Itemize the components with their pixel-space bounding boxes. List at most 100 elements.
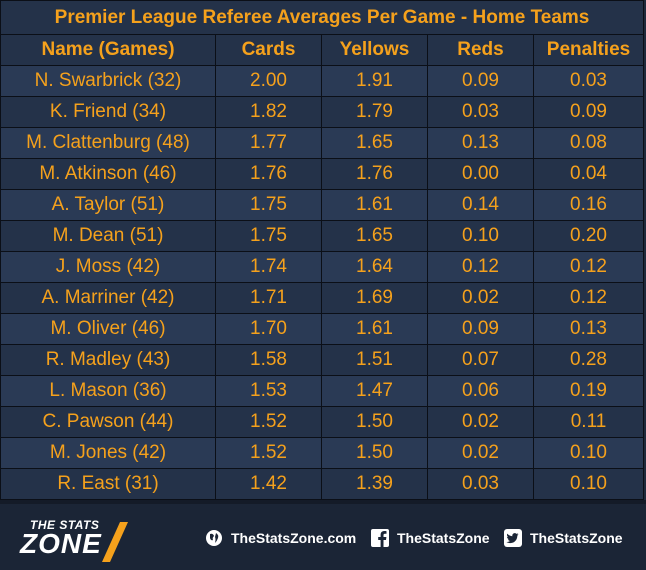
cards-cell: 1.70: [215, 313, 322, 345]
referee-name-cell: M. Oliver (46): [0, 313, 216, 345]
column-header-yellows: Yellows: [321, 34, 428, 66]
yellows-cell: 1.51: [321, 344, 428, 376]
website-label: TheStatsZone.com: [231, 530, 357, 546]
cards-cell: 1.76: [215, 158, 322, 190]
referee-name-cell: M. Jones (42): [0, 437, 216, 469]
reds-cell: 0.02: [427, 437, 534, 469]
reds-cell: 0.00: [427, 158, 534, 190]
yellows-cell: 1.39: [321, 468, 428, 500]
cards-cell: 1.74: [215, 251, 322, 283]
penalties-cell: 0.04: [532, 158, 645, 190]
cards-cell: 2.00: [215, 65, 322, 97]
reds-cell: 0.03: [427, 96, 534, 128]
cards-cell: 1.58: [215, 344, 322, 376]
penalties-cell: 0.10: [532, 468, 645, 500]
column-header-name: Name (Games): [0, 34, 216, 66]
reds-cell: 0.06: [427, 375, 534, 407]
referee-averages-table: Premier League Referee Averages Per Game…: [0, 0, 645, 500]
penalties-cell: 0.09: [532, 96, 645, 128]
referee-name-cell: M. Atkinson (46): [0, 158, 216, 190]
reds-cell: 0.13: [427, 127, 534, 159]
reds-cell: 0.02: [427, 406, 534, 438]
reds-cell: 0.09: [427, 313, 534, 345]
website-link[interactable]: TheStatsZone.com: [205, 527, 356, 549]
globe-icon: [205, 529, 223, 547]
table-row: L. Mason (36) 1.53 1.47 0.06 0.19: [0, 375, 645, 407]
penalties-cell: 0.28: [532, 344, 645, 376]
facebook-icon: [371, 529, 389, 547]
table-row: C. Pawson (44) 1.52 1.50 0.02 0.11: [0, 406, 645, 438]
referee-name-cell: M. Dean (51): [0, 220, 216, 252]
reds-cell: 0.07: [427, 344, 534, 376]
facebook-link[interactable]: TheStatsZone: [371, 527, 490, 549]
penalties-cell: 0.10: [532, 437, 645, 469]
logo-bottom-text: ZONE: [20, 528, 102, 559]
referee-name-cell: L. Mason (36): [0, 375, 216, 407]
referee-name-cell: K. Friend (34): [0, 96, 216, 128]
cards-cell: 1.52: [215, 437, 322, 469]
cards-cell: 1.77: [215, 127, 322, 159]
footer-bar: THE STATS ZONE TheStatsZone.com: [0, 500, 646, 570]
referee-name-cell: M. Clattenburg (48): [0, 127, 216, 159]
cards-cell: 1.53: [215, 375, 322, 407]
penalties-cell: 0.11: [532, 406, 645, 438]
penalties-cell: 0.08: [532, 127, 645, 159]
penalties-cell: 0.12: [532, 282, 645, 314]
column-header-reds: Reds: [427, 34, 534, 66]
table-row: R. Madley (43) 1.58 1.51 0.07 0.28: [0, 344, 645, 376]
reds-cell: 0.09: [427, 65, 534, 97]
table-row: M. Clattenburg (48) 1.77 1.65 0.13 0.08: [0, 127, 645, 159]
twitter-link[interactable]: TheStatsZone: [504, 527, 623, 549]
twitter-label: TheStatsZone: [530, 530, 623, 546]
cards-cell: 1.42: [215, 468, 322, 500]
yellows-cell: 1.61: [321, 313, 428, 345]
table-row: K. Friend (34) 1.82 1.79 0.03 0.09: [0, 96, 645, 128]
table-row: M. Oliver (46) 1.70 1.61 0.09 0.13: [0, 313, 645, 345]
table-row: M. Jones (42) 1.52 1.50 0.02 0.10: [0, 437, 645, 469]
cards-cell: 1.82: [215, 96, 322, 128]
yellows-cell: 1.91: [321, 65, 428, 97]
column-header-penalties: Penalties: [532, 34, 645, 66]
column-header-cards: Cards: [215, 34, 322, 66]
referee-name-cell: R. Madley (43): [0, 344, 216, 376]
yellows-cell: 1.65: [321, 127, 428, 159]
header-row: Name (Games) Cards Yellows Reds Penaltie…: [0, 34, 645, 66]
table-row: N. Swarbrick (32) 2.00 1.91 0.09 0.03: [0, 65, 645, 97]
table-row: A. Taylor (51) 1.75 1.61 0.14 0.16: [0, 189, 645, 221]
cards-cell: 1.71: [215, 282, 322, 314]
yellows-cell: 1.69: [321, 282, 428, 314]
yellows-cell: 1.50: [321, 437, 428, 469]
yellows-cell: 1.65: [321, 220, 428, 252]
penalties-cell: 0.03: [532, 65, 645, 97]
penalties-cell: 0.19: [532, 375, 645, 407]
referee-name-cell: N. Swarbrick (32): [0, 65, 216, 97]
referee-name-cell: J. Moss (42): [0, 251, 216, 283]
penalties-cell: 0.13: [532, 313, 645, 345]
reds-cell: 0.03: [427, 468, 534, 500]
referee-name-cell: C. Pawson (44): [0, 406, 216, 438]
yellows-cell: 1.50: [321, 406, 428, 438]
table-row: R. East (31) 1.42 1.39 0.03 0.10: [0, 468, 645, 500]
yellows-cell: 1.61: [321, 189, 428, 221]
penalties-cell: 0.20: [532, 220, 645, 252]
the-stats-zone-logo: THE STATS ZONE: [20, 518, 140, 562]
logo-slash-icon: [102, 522, 128, 562]
table-row: M. Dean (51) 1.75 1.65 0.10 0.20: [0, 220, 645, 252]
cards-cell: 1.75: [215, 220, 322, 252]
reds-cell: 0.12: [427, 251, 534, 283]
facebook-label: TheStatsZone: [397, 530, 490, 546]
logo-top-text: THE STATS: [30, 518, 100, 532]
yellows-cell: 1.64: [321, 251, 428, 283]
twitter-icon: [504, 529, 522, 547]
referee-name-cell: R. East (31): [0, 468, 216, 500]
yellows-cell: 1.76: [321, 158, 428, 190]
table-row: M. Atkinson (46) 1.76 1.76 0.00 0.04: [0, 158, 645, 190]
table-row: J. Moss (42) 1.74 1.64 0.12 0.12: [0, 251, 645, 283]
cards-cell: 1.52: [215, 406, 322, 438]
reds-cell: 0.10: [427, 220, 534, 252]
reds-cell: 0.14: [427, 189, 534, 221]
table-title: Premier League Referee Averages Per Game…: [0, 0, 645, 35]
yellows-cell: 1.47: [321, 375, 428, 407]
yellows-cell: 1.79: [321, 96, 428, 128]
